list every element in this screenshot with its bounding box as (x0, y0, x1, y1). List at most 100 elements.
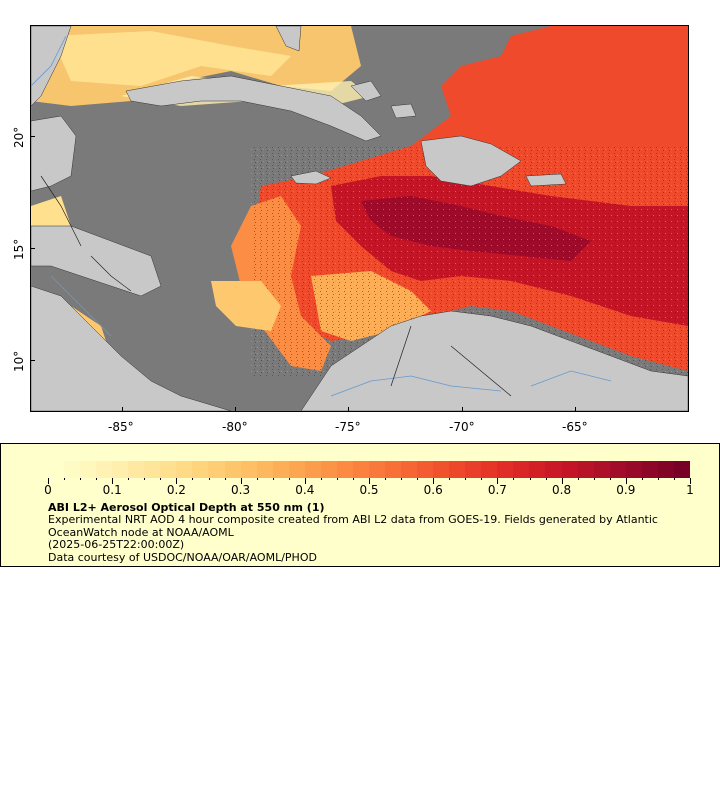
colorbar-minor-tick (385, 478, 387, 480)
colorbar-minor-tick (144, 478, 146, 480)
colorbar-minor-tick (593, 478, 595, 480)
colorbar-step (593, 461, 610, 478)
colorbar-step (208, 461, 225, 478)
colorbar-step (449, 461, 466, 478)
colorbar-minor-tick (545, 478, 547, 480)
colorbar-minor-tick (208, 478, 210, 480)
colorbar-minor-tick (352, 478, 354, 480)
colorbar-minor-tick (417, 478, 419, 480)
colorbar-step (272, 461, 289, 478)
colorbar-minor-tick (64, 478, 66, 480)
colorbar-minor-tick (48, 478, 49, 480)
colorbar-minor-tick (513, 478, 515, 480)
colorbar-step (465, 461, 482, 478)
colorbar-minor-tick (128, 478, 130, 480)
colorbar-step (128, 461, 145, 478)
colorbar-step (401, 461, 418, 478)
colorbar-step (288, 461, 305, 478)
legend-title: ABI L2+ Aerosol Optical Depth at 550 nm … (48, 501, 325, 514)
colorbar-minor-tick (288, 478, 290, 480)
colorbar-step (336, 461, 353, 478)
colorbar-step (144, 461, 161, 478)
colorbar-label: 0.8 (552, 483, 572, 497)
colorbar-minor-tick (481, 478, 483, 480)
colorbar-minor-tick (497, 478, 499, 480)
colorbar-step (433, 461, 450, 478)
colorbar-tick (369, 480, 370, 484)
colorbar-step (80, 461, 97, 478)
colorbar-step (384, 461, 402, 478)
colorbar-step (641, 461, 658, 478)
colorbar-tick (112, 480, 114, 484)
lon-label-65: -65° (562, 420, 588, 434)
legend-description: Experimental NRT AOD 4 hour composite cr… (48, 513, 698, 564)
colorbar-step (256, 461, 273, 478)
lon-label-80: -80° (222, 420, 248, 434)
colorbar-tick (561, 480, 563, 484)
colorbar-minor-tick (529, 478, 531, 480)
colorbar-step (48, 461, 65, 478)
lat-label-20: 20° (12, 126, 26, 148)
colorbar-minor-tick (465, 478, 467, 480)
legend-description-line2: OceanWatch node at NOAA/AOML (48, 525, 234, 539)
colorbar-tick (176, 480, 178, 484)
colorbar-step (192, 461, 209, 478)
colorbar-minor-tick (673, 478, 675, 480)
colorbar-step (352, 461, 369, 478)
colorbar-minor-tick (112, 478, 114, 480)
colorbar-minor-tick (609, 478, 611, 480)
colorbar-label: 0.2 (166, 483, 186, 497)
colorbar-minor-tick (80, 478, 82, 480)
colorbar-tick (625, 480, 627, 484)
colorbar-step (417, 461, 434, 478)
colorbar-step (561, 461, 578, 478)
colorbar-step (304, 461, 321, 478)
lon-label-70: -70° (449, 420, 475, 434)
colorbar-minor-tick (256, 478, 258, 480)
colorbar-step (545, 461, 562, 478)
colorbar-step (577, 461, 594, 478)
colorbar-step (497, 461, 514, 478)
colorbar-step (224, 461, 241, 478)
colorbar-label: 0.6 (423, 483, 443, 497)
colorbar-tick (497, 480, 499, 484)
colorbar-minor-tick (160, 478, 162, 480)
colorbar-minor-tick (657, 478, 659, 480)
colorbar-label: 0.7 (487, 483, 507, 497)
borders (40, 175, 512, 397)
colorbar-minor-tick (561, 478, 563, 480)
aod-caribbean-light (211, 281, 281, 331)
colorbar-tick (240, 480, 242, 484)
colorbar-minor-tick (176, 478, 178, 480)
colorbar-label: 0 (44, 483, 52, 497)
colorbar-step (320, 461, 337, 478)
legend-panel: ABI L2+ Aerosol Optical Depth at 550 nm … (0, 443, 720, 567)
rivers (31, 35, 612, 397)
colorbar-minor-tick (433, 478, 435, 480)
colorbar-minor-tick (304, 478, 306, 480)
colorbar-label: 0.3 (231, 483, 251, 497)
colorbar-step (96, 461, 113, 478)
colorbar-step (240, 461, 257, 478)
colorbar-minor-tick (96, 478, 98, 480)
colorbar-tick (433, 480, 435, 484)
colorbar-step (481, 461, 498, 478)
colorbar-step (64, 461, 81, 478)
legend-description-line3: (2025-06-25T22:00:00Z) (48, 538, 185, 551)
colorbar-minor-tick (690, 478, 691, 480)
colorbar-label: 0.4 (295, 483, 315, 497)
colorbar-step (657, 461, 674, 478)
colorbar-minor-tick (192, 478, 194, 480)
aod-north-haze-light (51, 31, 291, 86)
colorbar-minor-tick (224, 478, 226, 480)
colorbar-step (625, 461, 642, 478)
colorbar-tick (304, 480, 306, 484)
lon-label-85: -85° (108, 420, 134, 434)
colorbar-minor-tick (320, 478, 322, 480)
lon-label-75: -75° (335, 420, 361, 434)
colorbar-step (368, 461, 385, 478)
colorbar-step (529, 461, 546, 478)
aod-map-image (31, 26, 688, 411)
colorbar-step (176, 461, 193, 478)
colorbar-step (112, 461, 129, 478)
